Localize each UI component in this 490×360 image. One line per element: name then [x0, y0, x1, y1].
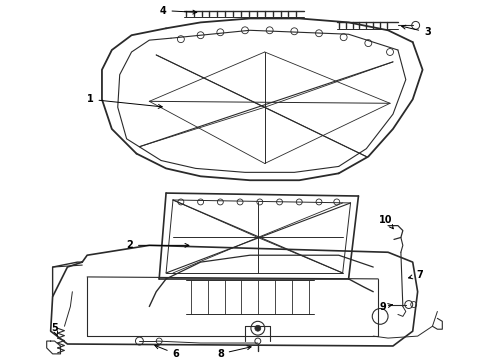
- Text: 3: 3: [402, 25, 431, 37]
- Text: 6: 6: [155, 345, 179, 359]
- Text: 2: 2: [126, 240, 189, 250]
- Text: 8: 8: [217, 346, 251, 359]
- Text: 10: 10: [379, 215, 393, 229]
- Text: 9: 9: [380, 302, 392, 311]
- Text: 1: 1: [87, 94, 162, 108]
- Circle shape: [255, 325, 261, 331]
- Text: 4: 4: [160, 5, 197, 15]
- Text: 5: 5: [51, 323, 58, 336]
- Text: 7: 7: [409, 270, 423, 280]
